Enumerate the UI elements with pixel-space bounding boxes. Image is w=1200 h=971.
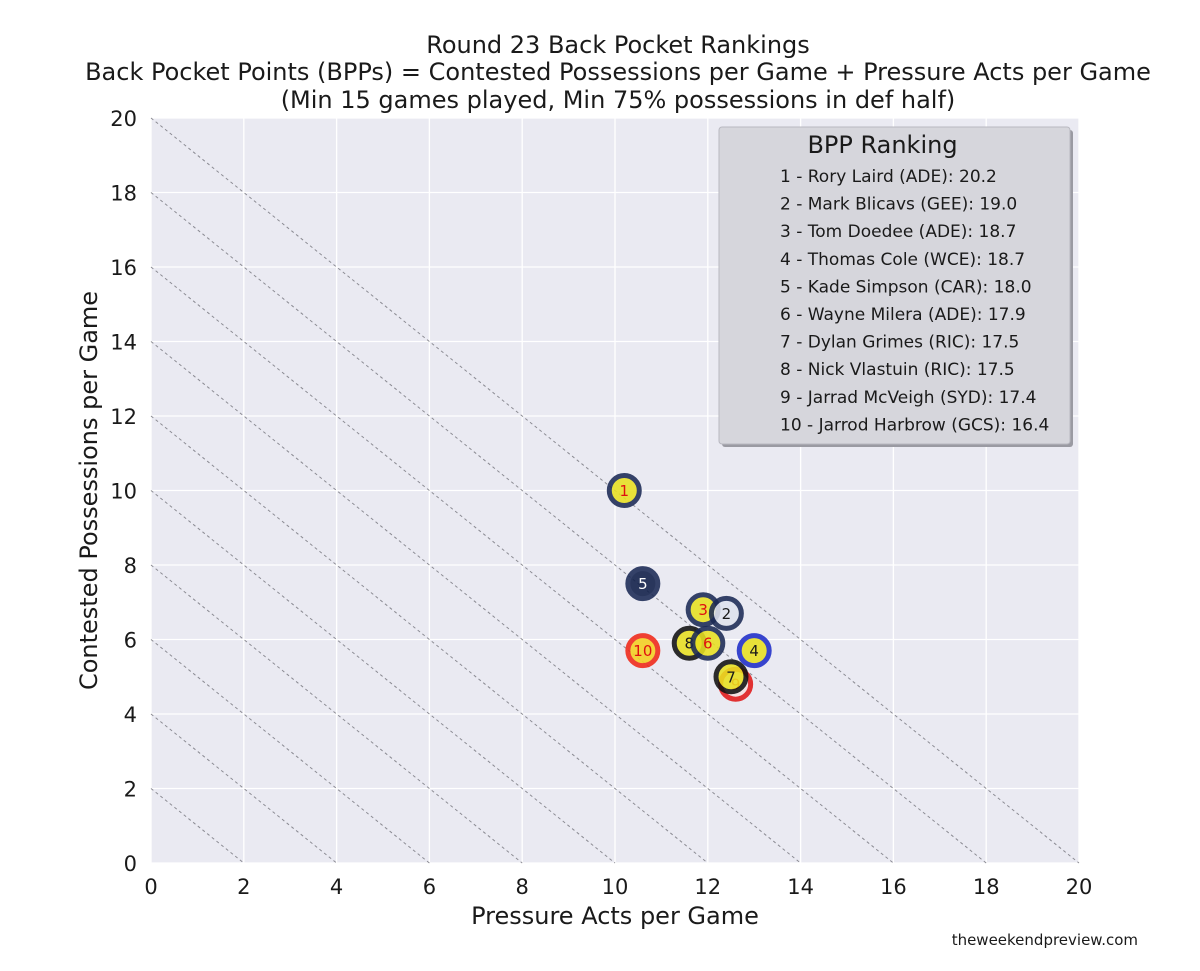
point-marker [625, 566, 661, 602]
reference-line [150, 266, 894, 864]
x-tick-label: 14 [787, 875, 814, 899]
reference-line [150, 788, 245, 864]
data-point: 5 [625, 566, 661, 602]
x-tick-label: 20 [1066, 875, 1093, 899]
legend-entry: 4 - Thomas Cole (WCE): 18.7 [780, 250, 1025, 270]
data-point: 10 [625, 633, 661, 669]
point-marker [708, 595, 744, 631]
chart-subtitle: Back Pocket Points (BPPs) = Contested Po… [85, 58, 1151, 86]
source-credit: theweekendpreview.com [951, 931, 1138, 949]
point-label: 8 [684, 635, 694, 653]
point-label: 6 [703, 635, 713, 653]
point-marker [690, 625, 726, 661]
point-label: 1 [620, 482, 630, 500]
reference-line [150, 564, 523, 864]
point-label: 7 [726, 668, 736, 686]
x-tick-label: 0 [144, 875, 157, 899]
data-point: 6 [690, 625, 726, 661]
data-point: 1 [606, 473, 642, 508]
point-label: 4 [749, 642, 759, 660]
point-label: 10 [633, 642, 652, 660]
y-tick-label: 10 [110, 480, 137, 504]
legend-entry: 9 - Jarrad McVeigh (SYD): 17.4 [780, 388, 1036, 408]
legend-entry: 1 - Rory Laird (ADE): 20.2 [780, 167, 997, 187]
point-label: 2 [722, 605, 732, 623]
legend-entry: 8 - Nick Vlastuin (RIC): 17.5 [780, 360, 1015, 380]
x-axis-label: Pressure Acts per Game [471, 902, 759, 930]
reference-line [150, 192, 987, 864]
data-point: 2 [708, 595, 744, 631]
legend-title: BPP Ranking [807, 131, 957, 159]
point-label: 3 [698, 601, 708, 619]
y-tick-label: 20 [110, 107, 137, 131]
legend-entry: 10 - Jarrod Harbrow (GCS): 16.4 [780, 415, 1049, 435]
x-tick-label: 18 [973, 875, 1000, 899]
legend-entry: 7 - Dylan Grimes (RIC): 17.5 [780, 333, 1019, 353]
chart-subtitle-criteria: (Min 15 games played, Min 75% possession… [280, 86, 956, 114]
legend-entry: 3 - Tom Doedee (ADE): 18.7 [780, 222, 1016, 242]
y-tick-label: 18 [110, 182, 137, 206]
x-tick-label: 10 [602, 875, 629, 899]
data-point: 4 [736, 633, 772, 669]
legend-entry: 2 - Mark Blicavs (GEE): 19.0 [780, 195, 1017, 215]
point-marker [736, 633, 772, 669]
y-tick-label: 0 [124, 852, 137, 876]
y-tick-label: 6 [124, 629, 137, 653]
y-tick-label: 4 [124, 703, 137, 727]
y-tick-label: 8 [124, 554, 137, 578]
reference-line [150, 415, 709, 864]
y-axis-label: Contested Possessions per Game [75, 291, 103, 690]
y-tick-label: 16 [110, 256, 137, 280]
x-tick-label: 16 [880, 875, 907, 899]
x-tick-label: 8 [516, 875, 529, 899]
point-label: 5 [638, 575, 648, 593]
chart-title: Round 23 Back Pocket Rankings [426, 31, 810, 59]
legend-entry: 6 - Wayne Milera (ADE): 17.9 [780, 305, 1026, 325]
x-tick-label: 12 [694, 875, 721, 899]
x-tick-label: 2 [237, 875, 250, 899]
x-tick-label: 4 [330, 875, 343, 899]
data-points: 10987654321 [606, 473, 772, 702]
point-marker [713, 659, 749, 695]
point-marker [606, 473, 642, 508]
y-tick-label: 12 [110, 405, 137, 429]
legend-entry: 5 - Kade Simpson (CAR): 18.0 [780, 277, 1032, 297]
point-marker [625, 633, 661, 669]
reference-line [150, 713, 337, 864]
y-tick-label: 2 [124, 778, 137, 802]
y-tick-label: 14 [110, 331, 137, 355]
legend: BPP Ranking 1 - Rory Laird (ADE): 20.2 2 … [718, 126, 1073, 447]
reference-line [150, 341, 801, 864]
x-tick-label: 6 [423, 875, 436, 899]
data-point: 7 [713, 659, 749, 695]
